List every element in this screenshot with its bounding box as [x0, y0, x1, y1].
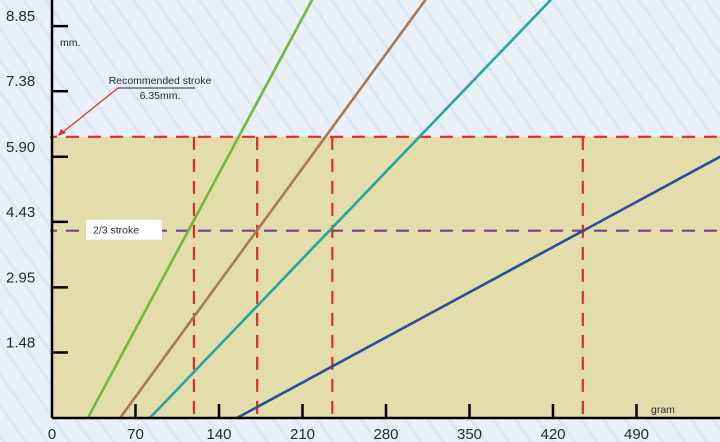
x-tick-label-3: 210	[290, 426, 315, 442]
y-tick-label-1: 2.95	[6, 269, 35, 286]
recommended-stroke-pointer	[61, 87, 119, 134]
y-axis-label: mm.	[60, 37, 80, 49]
x-tick-label-7: 490	[624, 426, 649, 442]
two-thirds-stroke-tag	[86, 219, 162, 240]
y-tick-label-5: 8.85	[6, 8, 35, 25]
series-line-1	[118, 0, 427, 418]
series-line-3	[235, 155, 720, 418]
two-thirds-stroke-label: 2/3 stroke	[93, 225, 139, 237]
y-tick-label-4: 7.38	[6, 73, 35, 90]
y-tick-label-0: 1.48	[6, 334, 35, 351]
x-tick-label-0: 0	[48, 426, 56, 442]
x-axis-label: gram	[651, 404, 675, 416]
recommended-stroke-label: Recommended stroke	[109, 75, 212, 87]
y-tick-label-2: 4.43	[6, 204, 35, 221]
x-tick-label-5: 350	[457, 426, 482, 442]
y-tick-label-3: 5.90	[6, 139, 35, 156]
x-tick-label-2: 140	[206, 426, 231, 442]
recommended-stroke-value: 6.35mm.	[140, 90, 181, 102]
series-line-2	[148, 0, 552, 418]
x-tick-label-1: 70	[127, 426, 144, 442]
series-line-0	[86, 0, 314, 418]
x-tick-label-6: 420	[540, 426, 565, 442]
x-tick-label-4: 280	[373, 426, 398, 442]
recommended-stroke-arrowhead	[58, 128, 66, 136]
